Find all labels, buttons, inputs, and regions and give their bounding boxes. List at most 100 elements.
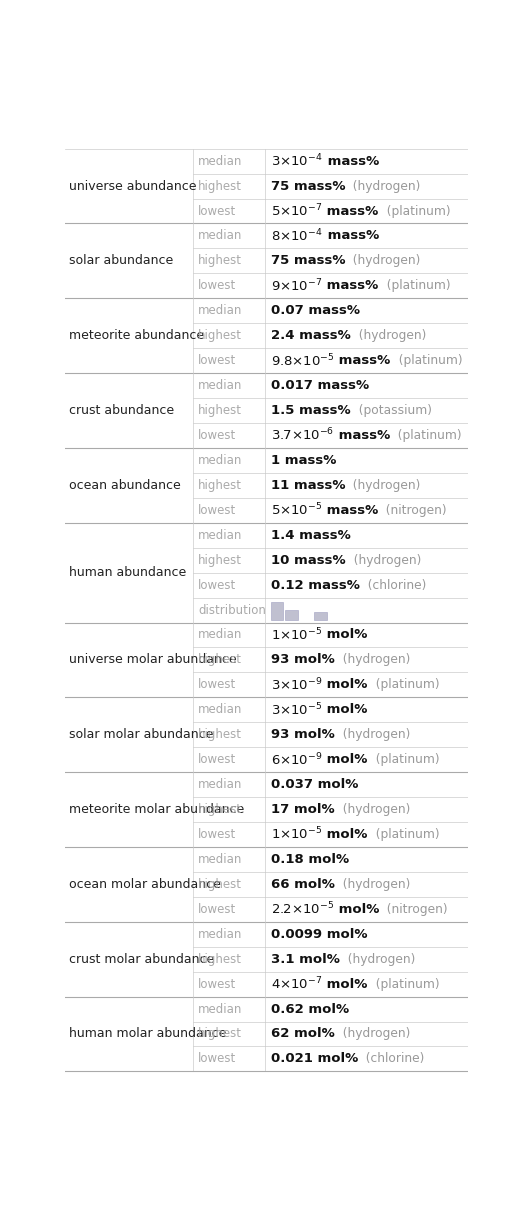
Bar xyxy=(315,612,327,620)
Text: meteorite molar abundance: meteorite molar abundance xyxy=(69,803,244,817)
Text: (platinum): (platinum) xyxy=(391,354,462,367)
Text: $3.7{\times}10^{-6}$: $3.7{\times}10^{-6}$ xyxy=(271,428,334,443)
Text: (chlorine): (chlorine) xyxy=(360,579,426,592)
Bar xyxy=(285,610,297,620)
Text: (platinum): (platinum) xyxy=(368,753,439,766)
Text: (chlorine): (chlorine) xyxy=(358,1052,424,1065)
Text: 0.62 mol%: 0.62 mol% xyxy=(271,1003,349,1016)
Text: highest: highest xyxy=(198,953,242,965)
Text: crust molar abundance: crust molar abundance xyxy=(69,953,214,965)
Text: $5{\times}10^{-5}$: $5{\times}10^{-5}$ xyxy=(271,503,322,518)
Text: (hydrogen): (hydrogen) xyxy=(335,1028,410,1040)
Text: lowest: lowest xyxy=(198,429,236,442)
Text: highest: highest xyxy=(198,878,242,890)
Text: mass%: mass% xyxy=(322,504,379,517)
Text: highest: highest xyxy=(198,1028,242,1040)
Text: $5{\times}10^{-7}$: $5{\times}10^{-7}$ xyxy=(271,203,322,220)
Text: 0.017 mass%: 0.017 mass% xyxy=(271,379,369,393)
Text: mass%: mass% xyxy=(322,204,379,217)
Text: $3{\times}10^{-5}$: $3{\times}10^{-5}$ xyxy=(271,702,322,718)
Text: $3{\times}10^{-4}$: $3{\times}10^{-4}$ xyxy=(271,153,322,169)
Text: meteorite abundance: meteorite abundance xyxy=(69,330,204,342)
Text: mass%: mass% xyxy=(334,354,391,367)
Text: 66 mol%: 66 mol% xyxy=(271,878,335,890)
Text: mol%: mol% xyxy=(334,902,380,916)
Text: highest: highest xyxy=(198,728,242,742)
Text: $3{\times}10^{-9}$: $3{\times}10^{-9}$ xyxy=(271,676,322,693)
Text: highest: highest xyxy=(198,403,242,417)
Text: ocean abundance: ocean abundance xyxy=(69,478,181,492)
Text: lowest: lowest xyxy=(198,279,236,292)
Text: lowest: lowest xyxy=(198,504,236,517)
Text: 0.0099 mol%: 0.0099 mol% xyxy=(271,928,368,941)
Text: 1.4 mass%: 1.4 mass% xyxy=(271,529,350,541)
Text: median: median xyxy=(198,1003,242,1016)
Text: crust abundance: crust abundance xyxy=(69,403,174,417)
Text: $2.2{\times}10^{-5}$: $2.2{\times}10^{-5}$ xyxy=(271,901,334,918)
Text: mass%: mass% xyxy=(322,155,379,168)
Text: median: median xyxy=(198,928,242,941)
Text: (hydrogen): (hydrogen) xyxy=(335,654,410,667)
Text: (platinum): (platinum) xyxy=(368,827,439,841)
Text: median: median xyxy=(198,230,242,243)
Text: (nitrogen): (nitrogen) xyxy=(380,902,448,916)
Text: lowest: lowest xyxy=(198,1052,236,1065)
Text: mol%: mol% xyxy=(322,827,368,841)
Text: 3.1 mol%: 3.1 mol% xyxy=(271,953,340,965)
Text: (hydrogen): (hydrogen) xyxy=(345,478,421,492)
Text: lowest: lowest xyxy=(198,579,236,592)
Text: 10 mass%: 10 mass% xyxy=(271,553,346,567)
Text: ocean molar abundance: ocean molar abundance xyxy=(69,878,221,890)
Text: mol%: mol% xyxy=(322,703,368,716)
Text: 75 mass%: 75 mass% xyxy=(271,255,345,267)
Text: universe abundance: universe abundance xyxy=(69,180,197,192)
Text: 0.07 mass%: 0.07 mass% xyxy=(271,304,360,318)
Text: mass%: mass% xyxy=(322,279,379,292)
Text: $1{\times}10^{-5}$: $1{\times}10^{-5}$ xyxy=(271,627,322,644)
Text: mass%: mass% xyxy=(334,429,391,442)
Text: solar abundance: solar abundance xyxy=(69,255,173,267)
Text: (platinum): (platinum) xyxy=(379,279,450,292)
Text: $1{\times}10^{-5}$: $1{\times}10^{-5}$ xyxy=(271,826,322,843)
Text: distribution: distribution xyxy=(198,604,266,616)
Text: mass%: mass% xyxy=(322,230,379,243)
Text: 17 mol%: 17 mol% xyxy=(271,803,334,817)
Text: lowest: lowest xyxy=(198,827,236,841)
Text: mol%: mol% xyxy=(322,977,368,991)
Text: 1.5 mass%: 1.5 mass% xyxy=(271,403,350,417)
Text: 11 mass%: 11 mass% xyxy=(271,478,345,492)
Text: lowest: lowest xyxy=(198,753,236,766)
Text: (platinum): (platinum) xyxy=(391,429,462,442)
Text: median: median xyxy=(198,778,242,791)
Text: 0.021 mol%: 0.021 mol% xyxy=(271,1052,358,1065)
Text: (hydrogen): (hydrogen) xyxy=(346,553,421,567)
Text: 1 mass%: 1 mass% xyxy=(271,454,336,467)
Text: 0.12 mass%: 0.12 mass% xyxy=(271,579,360,592)
Text: highest: highest xyxy=(198,180,242,192)
Text: universe molar abundance: universe molar abundance xyxy=(69,654,237,667)
Text: (hydrogen): (hydrogen) xyxy=(340,953,415,965)
Text: 93 mol%: 93 mol% xyxy=(271,728,335,742)
Text: highest: highest xyxy=(198,553,242,567)
Text: 75 mass%: 75 mass% xyxy=(271,180,345,192)
Text: human molar abundance: human molar abundance xyxy=(69,1028,226,1040)
Text: (nitrogen): (nitrogen) xyxy=(379,504,447,517)
Text: (hydrogen): (hydrogen) xyxy=(335,728,410,742)
Text: $6{\times}10^{-9}$: $6{\times}10^{-9}$ xyxy=(271,751,322,768)
Text: mol%: mol% xyxy=(322,679,368,691)
Text: highest: highest xyxy=(198,255,242,267)
Text: lowest: lowest xyxy=(198,977,236,991)
Text: highest: highest xyxy=(198,478,242,492)
Text: (hydrogen): (hydrogen) xyxy=(334,803,410,817)
Text: lowest: lowest xyxy=(198,902,236,916)
Text: median: median xyxy=(198,379,242,393)
Text: median: median xyxy=(198,304,242,318)
Text: mol%: mol% xyxy=(322,628,368,641)
Text: highest: highest xyxy=(198,330,242,342)
Text: (platinum): (platinum) xyxy=(368,679,439,691)
Text: 0.037 mol%: 0.037 mol% xyxy=(271,778,358,791)
Text: 0.18 mol%: 0.18 mol% xyxy=(271,853,349,866)
Text: lowest: lowest xyxy=(198,679,236,691)
Text: 2.4 mass%: 2.4 mass% xyxy=(271,330,350,342)
Text: (hydrogen): (hydrogen) xyxy=(345,255,421,267)
